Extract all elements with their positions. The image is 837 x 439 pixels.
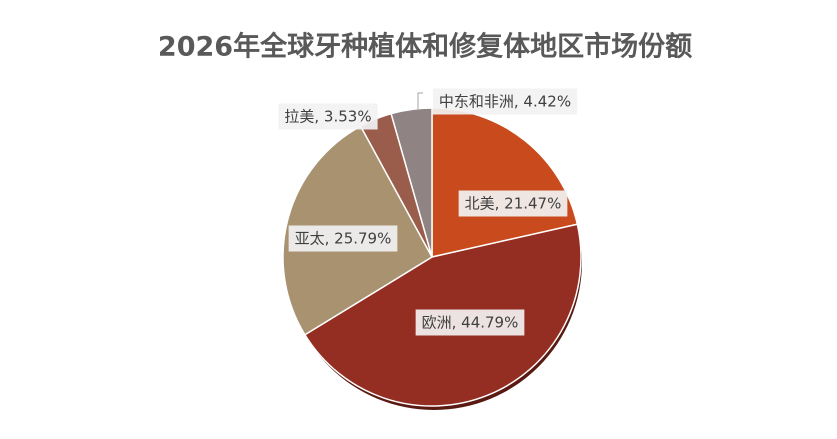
data-label: 欧洲, 44.79% <box>422 314 519 332</box>
label-box <box>278 103 378 130</box>
data-label: 拉美, 3.53% <box>284 108 371 126</box>
leader-line <box>417 92 423 110</box>
chart-title: 2026年全球牙种植体和修复体地区市场份额 <box>158 31 692 63</box>
data-label: 亚太, 25.79% <box>295 230 392 248</box>
label-box <box>432 88 578 115</box>
data-label: 北美, 21.47% <box>465 195 562 213</box>
label-box <box>458 190 568 217</box>
label-box <box>415 309 525 336</box>
pie-slice <box>390 107 433 258</box>
data-label: 中东和非洲, 4.42% <box>439 93 571 111</box>
label-box <box>288 225 398 252</box>
